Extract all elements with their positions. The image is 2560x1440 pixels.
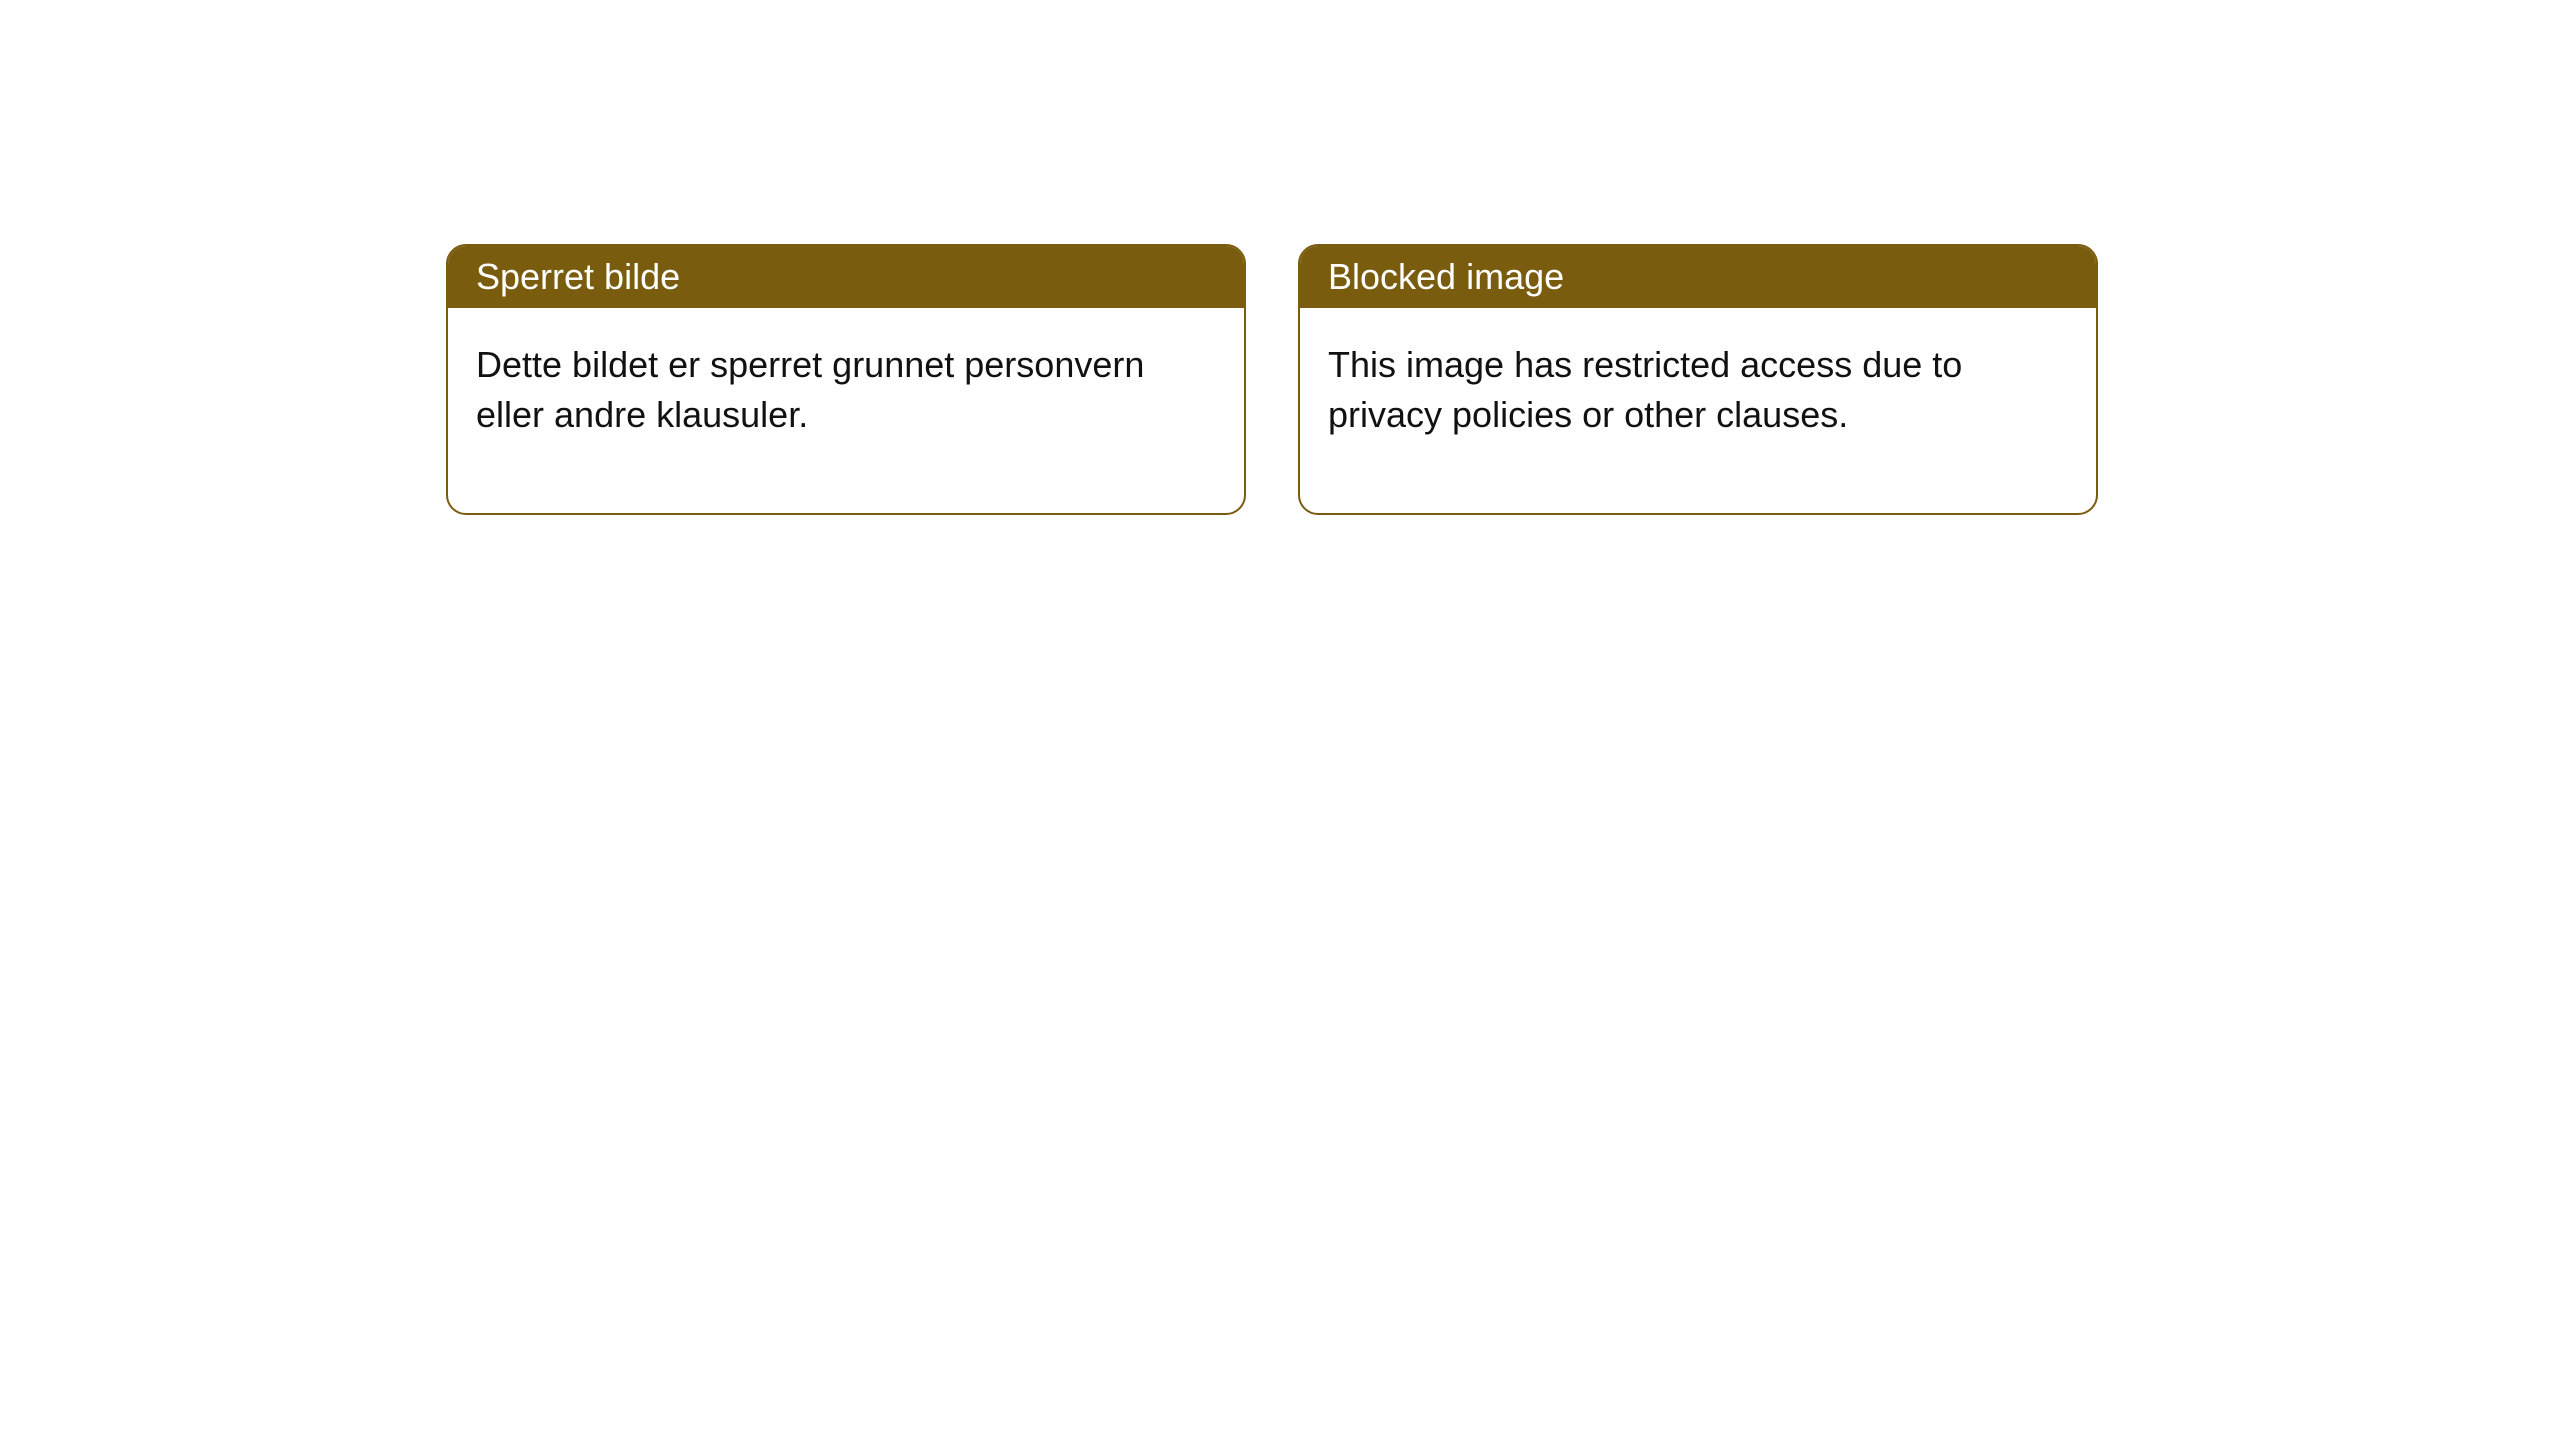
notice-card-no: Sperret bilde Dette bildet er sperret gr… — [446, 244, 1246, 515]
notice-card-body: This image has restricted access due to … — [1300, 308, 2096, 513]
notice-card-body: Dette bildet er sperret grunnet personve… — [448, 308, 1244, 513]
notice-card-en: Blocked image This image has restricted … — [1298, 244, 2098, 515]
notice-card-title: Sperret bilde — [448, 246, 1244, 308]
notice-card-title: Blocked image — [1300, 246, 2096, 308]
notice-card-container: Sperret bilde Dette bildet er sperret gr… — [446, 244, 2098, 515]
